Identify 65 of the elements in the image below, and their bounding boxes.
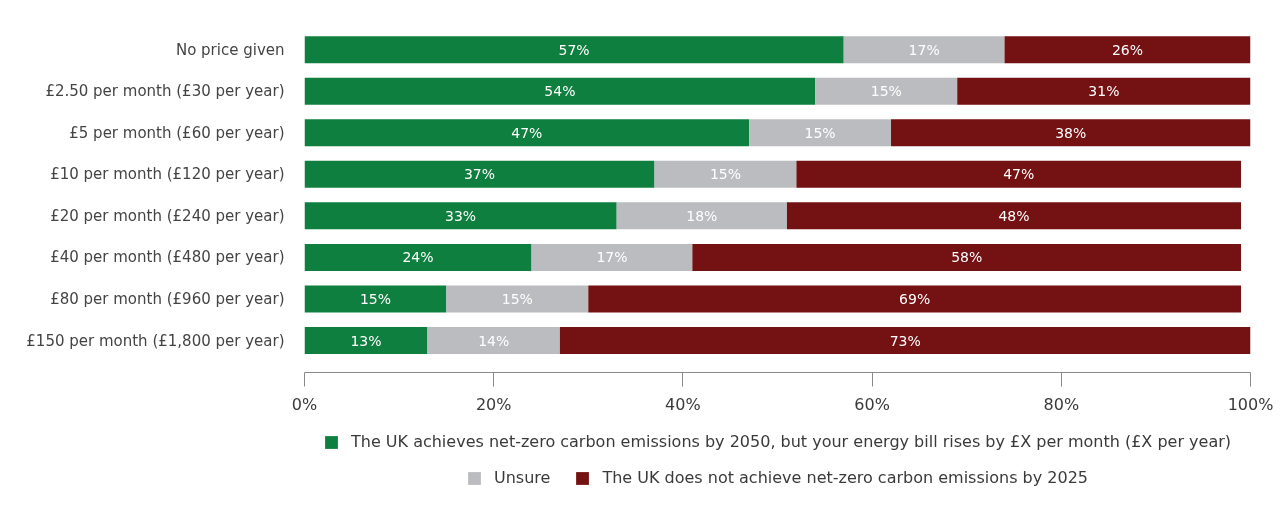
y-tick-label: £80 per month (£960 per year) xyxy=(50,289,285,308)
data-label: 38% xyxy=(1055,124,1087,141)
data-label: 47% xyxy=(1003,166,1035,183)
data-label: 31% xyxy=(1088,83,1120,100)
data-label: 37% xyxy=(463,166,496,183)
bar xyxy=(786,202,1242,230)
bar xyxy=(692,243,1242,271)
data-label: 15% xyxy=(359,290,392,307)
y-tick-label: £10 per month (£120 per year) xyxy=(50,165,285,184)
bar xyxy=(304,160,655,188)
bar xyxy=(304,119,750,147)
x-tick-label: 80% xyxy=(1043,394,1080,414)
data-label: 18% xyxy=(686,207,718,224)
bar xyxy=(304,285,447,313)
bar xyxy=(559,327,1251,355)
data-label: 17% xyxy=(908,41,940,58)
y-tick-label: £40 per month (£480 per year) xyxy=(50,248,285,267)
data-label: 15% xyxy=(870,83,902,100)
data-label: 17% xyxy=(596,249,628,266)
legend-label: The UK achieves net-zero carbon emissions by 2050, but your energy bill rises by £X per month (£X per year) xyxy=(350,432,1232,451)
bar xyxy=(796,160,1242,188)
bar xyxy=(843,36,1005,64)
data-label: 15% xyxy=(709,166,742,183)
y-tick-label: No price given xyxy=(175,40,285,59)
y-tick-label: £2.50 per month (£30 per year) xyxy=(45,82,285,101)
x-tick-label: 0% xyxy=(291,394,318,414)
data-label: 48% xyxy=(998,207,1030,224)
bar xyxy=(427,327,560,355)
data-label: 15% xyxy=(804,124,836,141)
y-tick-label: £150 per month (£1,800 per year) xyxy=(26,331,285,350)
data-label: 58% xyxy=(951,249,983,266)
bar xyxy=(304,243,532,271)
bar xyxy=(446,285,589,313)
x-tick-label: 100% xyxy=(1227,394,1274,414)
data-label: 14% xyxy=(478,332,510,349)
bar xyxy=(654,160,797,188)
data-label: 24% xyxy=(402,249,434,266)
x-tick-label: 40% xyxy=(665,394,701,414)
data-label: 57% xyxy=(558,41,590,58)
bar xyxy=(957,77,1251,105)
data-label: 69% xyxy=(899,290,931,307)
bar xyxy=(1004,36,1251,64)
x-tick-label: 60% xyxy=(854,394,890,414)
y-tick-label: £20 per month (£240 per year) xyxy=(50,206,285,225)
legend-label: The UK does not achieve net-zero carbon emissions by 2025 xyxy=(602,468,1088,487)
bar xyxy=(304,36,844,64)
data-label: 13% xyxy=(350,332,382,349)
bar xyxy=(531,243,693,271)
data-label: 47% xyxy=(511,124,543,141)
bar xyxy=(588,285,1242,313)
legend-label: Unsure xyxy=(494,468,551,487)
bar xyxy=(815,77,958,105)
data-label: 33% xyxy=(445,207,477,224)
bar xyxy=(616,202,787,230)
data-label: 15% xyxy=(501,290,533,307)
bar xyxy=(304,202,617,230)
bar xyxy=(749,119,892,147)
bar xyxy=(304,77,816,105)
data-label: 54% xyxy=(544,83,576,100)
bar xyxy=(304,327,428,355)
data-label: 73% xyxy=(889,332,921,349)
bar xyxy=(891,119,1251,147)
y-tick-label: £5 per month (£60 per year) xyxy=(69,123,285,142)
x-tick-label: 20% xyxy=(475,394,512,414)
data-label: 26% xyxy=(1111,41,1144,58)
